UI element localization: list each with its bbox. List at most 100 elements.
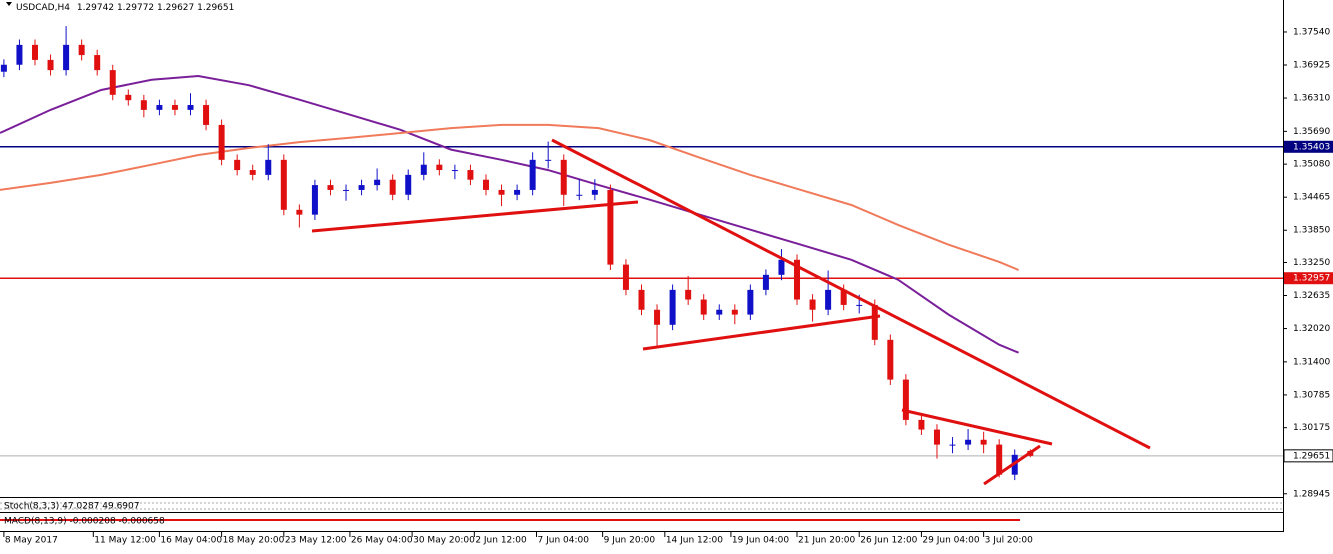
x-tick-label: 23 May 12:00 <box>285 536 347 546</box>
plot-layer <box>0 26 1283 481</box>
candle-body <box>980 439 987 445</box>
candle-body <box>638 289 645 310</box>
chart-header: USDCAD,H4 1.29742 1.29772 1.29627 1.2965… <box>16 3 234 13</box>
candle-body <box>63 44 70 71</box>
x-tick-label: 26 Jun 12:00 <box>860 536 917 546</box>
candle-body <box>996 444 1003 475</box>
candle-body <box>374 179 381 186</box>
trendline <box>901 408 1053 446</box>
candle-body <box>669 289 676 325</box>
candle-body <box>514 189 521 195</box>
candle-body <box>778 259 785 275</box>
candle-body <box>607 189 614 265</box>
candle-body <box>731 309 738 315</box>
candle-body <box>591 189 598 195</box>
candle-body <box>840 289 847 305</box>
x-tick-label: 18 May 20:00 <box>223 536 285 546</box>
close-value: 1.29651 <box>197 3 234 13</box>
y-tick-label: 1.33250 <box>1293 258 1330 268</box>
level-label-box <box>1284 272 1333 285</box>
candle-body <box>560 159 567 195</box>
y-tick-label: 1.32635 <box>1293 291 1330 301</box>
candle-body <box>498 189 505 195</box>
symbol: USDCAD,H4 <box>16 3 70 13</box>
y-tick-label: 1.30785 <box>1293 390 1330 400</box>
x-tick-label: 21 Jun 20:00 <box>798 536 855 546</box>
candle-body <box>965 439 972 445</box>
candle-body <box>933 429 940 445</box>
trendline <box>983 444 1041 486</box>
candle-body <box>140 100 147 110</box>
candle-body <box>949 444 956 446</box>
moving-average <box>0 74 1019 354</box>
candle-body <box>747 289 754 315</box>
y-tick-label: 1.31400 <box>1293 357 1330 367</box>
trendlines <box>311 138 1151 486</box>
y-tick-label: 1.34465 <box>1293 193 1330 203</box>
candle-body <box>700 299 707 315</box>
x-tick-label: 7 Jun 04:00 <box>538 536 590 546</box>
y-tick-label: 1.32020 <box>1293 324 1330 334</box>
candle-body <box>31 44 38 60</box>
y-tick-label: 1.37540 <box>1293 27 1330 37</box>
x-tick-label: 2 Jun 12:00 <box>475 536 527 546</box>
candle-body <box>794 259 801 300</box>
candle-body <box>280 159 287 210</box>
candle-body <box>109 70 116 95</box>
x-tick-label: 14 Jun 12:00 <box>666 536 723 546</box>
candle-body <box>856 304 863 306</box>
candle-body <box>420 164 427 175</box>
x-tick-label: 16 May 04:00 <box>160 536 222 546</box>
y-tick-label: 1.36310 <box>1293 94 1330 104</box>
candle-body <box>405 174 412 195</box>
moving-average <box>0 123 1019 271</box>
level-label-box <box>1284 140 1333 153</box>
x-tick-label: 3 Jul 20:00 <box>985 536 1034 546</box>
y-tick-label: 1.28945 <box>1293 489 1330 499</box>
trendline <box>551 138 1151 450</box>
x-tick-label: 9 Jun 20:00 <box>604 536 656 546</box>
level-label: 1.32957 <box>1293 274 1330 284</box>
candle-body <box>125 94 132 101</box>
candle-body <box>343 189 350 191</box>
current-price-box <box>1283 449 1333 463</box>
y-tick-label: 1.30175 <box>1293 423 1330 433</box>
trendline <box>642 314 881 351</box>
candle-body <box>467 170 474 180</box>
candle-body <box>265 159 272 175</box>
candle-body <box>218 124 225 160</box>
candle-body <box>654 309 661 325</box>
candle-body <box>685 289 692 300</box>
candle-body <box>482 179 489 190</box>
low-value: 1.29627 <box>157 3 194 13</box>
y-tick-label: 1.36925 <box>1293 61 1330 71</box>
candle-body <box>358 185 365 190</box>
candle-body <box>716 309 723 315</box>
x-tick-label: 29 Jun 04:00 <box>922 536 979 546</box>
trendline <box>311 200 639 233</box>
x-tick-label: 8 May 2017 <box>5 536 58 546</box>
candle-body <box>529 159 536 190</box>
candle-body <box>171 105 178 110</box>
candle-body <box>47 59 54 71</box>
candle-body <box>311 185 318 215</box>
candle-body <box>78 44 85 56</box>
x-tick-label: 26 May 04:00 <box>351 536 413 546</box>
candle-body <box>451 170 458 172</box>
candle-body <box>887 339 894 380</box>
candle-body <box>622 264 629 290</box>
y-tick-label: 1.35080 <box>1293 160 1330 170</box>
candle-body <box>187 105 194 110</box>
candle-body <box>296 209 303 215</box>
candle-body <box>809 299 816 310</box>
candle-body <box>762 274 769 290</box>
candle-body <box>545 159 552 161</box>
candle-body <box>249 170 256 175</box>
candle-body <box>902 379 909 420</box>
candle-body <box>0 64 7 72</box>
candle-body <box>576 194 583 196</box>
candle-body <box>327 185 334 190</box>
x-tick-label: 11 May 12:00 <box>94 536 156 546</box>
